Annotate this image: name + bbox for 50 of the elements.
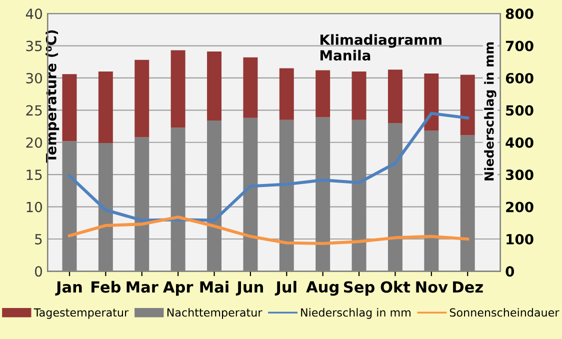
line-series bbox=[68, 112, 470, 222]
x-tick-label: Sep bbox=[344, 281, 374, 296]
legend-label: Sonnenscheindauer bbox=[450, 308, 560, 317]
bar bbox=[279, 68, 294, 120]
y2-tick-label: 500 bbox=[506, 105, 534, 116]
y2-tick-label: 0 bbox=[506, 266, 514, 277]
y2-tick-label: 300 bbox=[506, 170, 534, 180]
y-tick-label: 5 bbox=[35, 234, 42, 244]
y-tick-label: 40 bbox=[26, 8, 42, 20]
bar bbox=[388, 70, 402, 124]
y2-tick-label: 400 bbox=[506, 137, 534, 148]
bar bbox=[98, 72, 113, 144]
x-tick-label: Dez bbox=[453, 281, 483, 293]
legend-label: Nachttemperatur bbox=[167, 308, 262, 319]
bar bbox=[460, 74, 475, 136]
x-tick-label: Nov bbox=[416, 281, 448, 293]
y-tick-label: 25 bbox=[26, 105, 42, 116]
x-tick-label: Jan bbox=[55, 281, 82, 296]
bar bbox=[207, 52, 222, 120]
y-tick-label: 20 bbox=[26, 137, 42, 148]
y2-tick-label: 200 bbox=[506, 202, 534, 212]
y2-tick-label: 600 bbox=[506, 72, 534, 84]
y-tick-label: 10 bbox=[26, 202, 42, 212]
bar bbox=[243, 57, 258, 118]
x-tick-label: Okt bbox=[380, 280, 410, 293]
y-tick-label: 0 bbox=[34, 266, 42, 277]
x-tick-label: Jul bbox=[274, 280, 296, 296]
x-tick-label: Jun bbox=[236, 281, 263, 296]
text: Klimadiagramm Manila bbox=[320, 34, 442, 61]
bar bbox=[134, 60, 150, 138]
y2-tick-label: 800 bbox=[506, 8, 534, 20]
line-series bbox=[68, 216, 470, 246]
x-tick-label: Apr bbox=[162, 281, 194, 296]
y-tick-label: 15 bbox=[26, 170, 42, 180]
x-tick-label: Aug bbox=[306, 281, 338, 296]
x-tick-label: Mar bbox=[126, 281, 158, 293]
y-tick-label: 35 bbox=[26, 40, 42, 52]
legend-label: Niederschlag in mm bbox=[301, 308, 410, 319]
y2-axis-title: Niederschlag in mm bbox=[484, 42, 496, 180]
bar bbox=[62, 74, 77, 142]
x-tick-label: Feb bbox=[92, 280, 121, 293]
y2-tick-label: 700 bbox=[506, 40, 534, 52]
y2-tick-label: 100 bbox=[506, 234, 534, 244]
bar bbox=[424, 73, 439, 131]
bar bbox=[316, 70, 330, 118]
bar bbox=[352, 72, 366, 120]
bar bbox=[170, 50, 186, 128]
x-tick-label: Mai bbox=[200, 280, 228, 293]
legend-label: Tagestemperatur bbox=[34, 308, 129, 319]
y-tick-label: 30 bbox=[26, 72, 42, 84]
